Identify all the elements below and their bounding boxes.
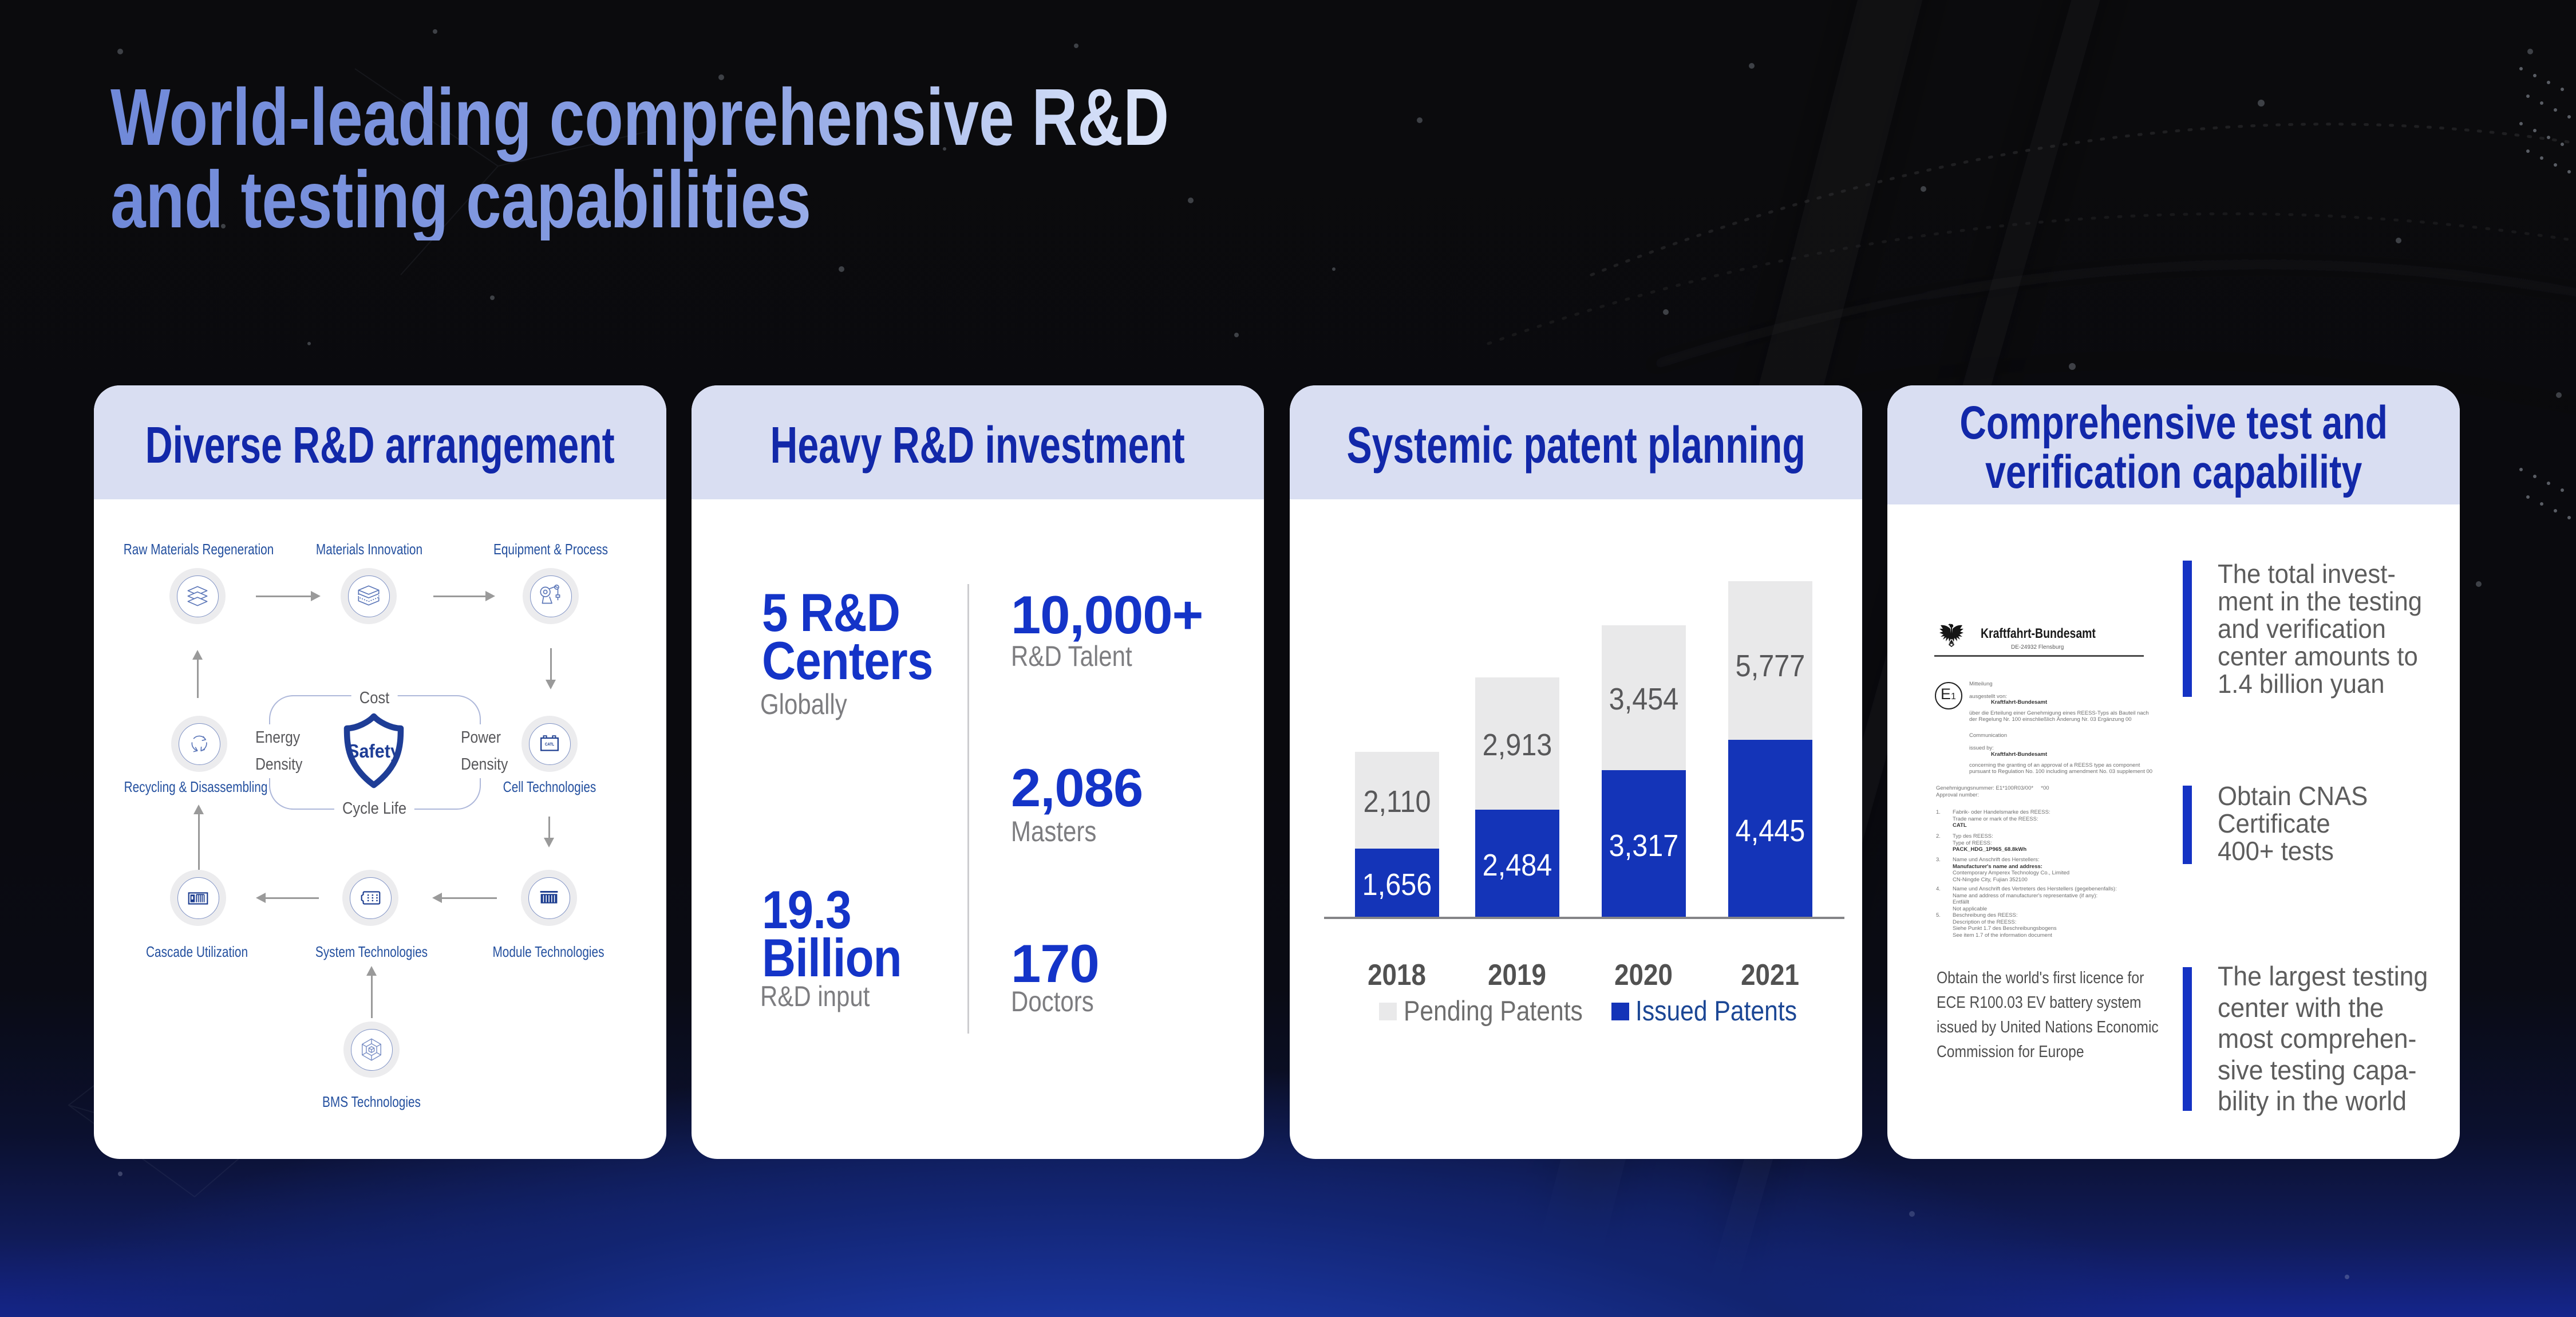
svg-text:Safety: Safety — [347, 740, 401, 762]
svg-text:CATL: CATL — [545, 742, 555, 747]
